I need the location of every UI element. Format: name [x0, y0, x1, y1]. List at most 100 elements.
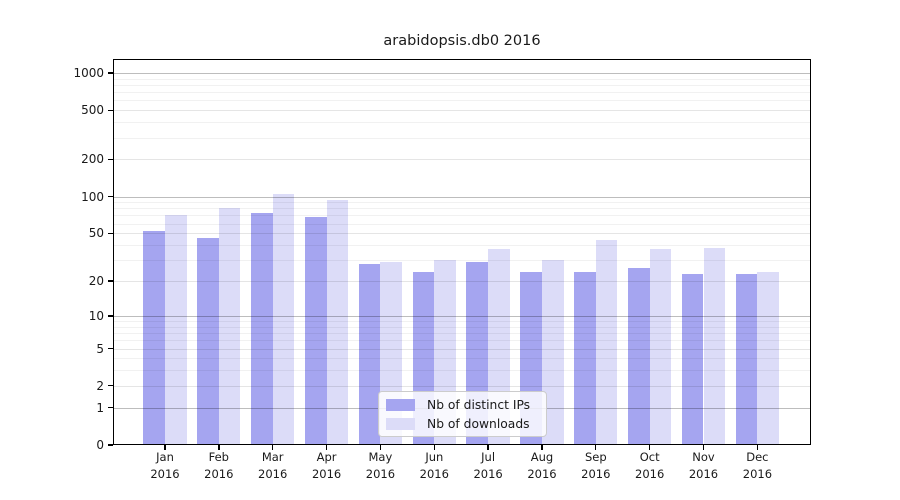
x-tick-year: 2016	[258, 466, 288, 481]
x-tick-month: Aug	[530, 450, 554, 464]
x-tick-label-mar: Mar 2016	[245, 449, 301, 482]
x-tick-month: Mar	[261, 450, 284, 464]
x-tick-mark	[272, 445, 274, 450]
x-tick-mark	[325, 445, 328, 450]
gridline-30	[113, 260, 811, 262]
gridline-50	[113, 233, 811, 235]
x-tick-mark	[379, 445, 382, 450]
x-tick-month: Feb	[208, 450, 229, 464]
bar-downloads-apr	[326, 199, 349, 445]
gridline-70	[113, 215, 811, 217]
y-tick-mark	[108, 109, 113, 111]
legend-label-downloads: Nb of downloads	[427, 416, 530, 431]
bar-downloads-sep	[595, 240, 618, 445]
x-tick-month: Jan	[156, 450, 174, 464]
bar-downloads-dec	[757, 271, 780, 445]
gridline-5	[113, 348, 811, 350]
gridline-700	[113, 92, 811, 94]
x-tick-year: 2016	[150, 466, 180, 481]
gridline-8	[113, 326, 811, 328]
y-tick-label-1000: 1000	[73, 65, 104, 80]
bar-downloads-feb	[218, 207, 241, 445]
gridline-60	[113, 223, 811, 225]
y-tick-mark	[108, 158, 113, 161]
bar-distinct-ips-nov	[681, 273, 704, 445]
gridline-40	[113, 245, 811, 246]
x-tick-mark	[164, 445, 166, 450]
x-tick-year: 2016	[742, 466, 773, 481]
x-tick-label-aug: Aug 2016	[514, 449, 570, 482]
x-tick-label-jan: Jan 2016	[137, 449, 193, 482]
x-tick-month: Apr	[316, 450, 337, 464]
x-tick-mark	[649, 445, 651, 450]
plot-area	[113, 59, 811, 445]
bar-downloads-jan	[165, 215, 187, 445]
x-tick-label-sep: Sep 2016	[568, 449, 624, 482]
x-tick-month: May	[368, 450, 393, 464]
y-tick-mark	[108, 444, 113, 446]
gridline-800	[113, 84, 811, 86]
x-tick-year: 2016	[419, 466, 449, 481]
y-tick-label-100: 100	[81, 189, 104, 204]
y-tick-mark	[108, 385, 113, 387]
bar-distinct-ips-mar	[251, 212, 273, 445]
bar-downloads-nov	[703, 247, 726, 445]
x-tick-label-oct: Oct 2016	[622, 449, 678, 482]
x-tick-month: Oct	[639, 450, 660, 464]
legend-swatch-distinct-ips	[386, 398, 415, 411]
x-tick-year: 2016	[311, 466, 342, 481]
x-tick-mark	[218, 445, 220, 450]
x-tick-mark	[433, 445, 435, 450]
gridline-9	[113, 321, 811, 322]
y-tick-label-20: 20	[88, 274, 104, 288]
bar-downloads-oct	[649, 249, 672, 445]
x-tick-month: Sep	[584, 450, 607, 464]
gridline-20	[113, 281, 811, 282]
x-tick-mark	[541, 445, 543, 450]
x-tick-month: Dec	[746, 450, 769, 464]
x-tick-year: 2016	[365, 466, 396, 481]
y-tick-mark	[108, 280, 113, 282]
bar-distinct-ips-jan	[143, 231, 165, 445]
x-tick-month: Nov	[692, 450, 715, 464]
y-tick-mark	[108, 347, 113, 350]
gridline-1000	[113, 72, 811, 74]
x-tick-year: 2016	[635, 466, 665, 481]
y-tick-mark	[108, 72, 113, 74]
y-tick-label-50: 50	[88, 226, 104, 241]
x-tick-mark	[595, 445, 597, 450]
gridline-300	[113, 137, 811, 139]
x-tick-month: Jul	[481, 450, 496, 464]
gridline-6	[113, 340, 811, 342]
legend-row-downloads: Nb of downloads	[386, 416, 539, 432]
x-tick-label-may: May 2016	[352, 449, 408, 482]
gridline-600	[113, 100, 811, 102]
gridline-2	[113, 385, 811, 387]
y-tick-mark	[108, 232, 113, 234]
bar-downloads-mar	[272, 193, 295, 445]
legend: Nb of distinct IPs Nb of downloads	[378, 391, 547, 437]
bar-distinct-ips-oct	[628, 267, 650, 445]
bar-distinct-ips-sep	[574, 271, 596, 445]
y-tick-label-1: 1	[96, 400, 104, 415]
legend-row-distinct-ips: Nb of distinct IPs	[386, 397, 539, 413]
x-tick-mark	[756, 445, 758, 450]
y-tick-label-2: 2	[96, 378, 104, 393]
gridline-3	[113, 370, 811, 372]
x-tick-label-jul: Jul 2016	[460, 449, 516, 482]
x-tick-year: 2016	[688, 466, 719, 481]
x-tick-mark	[702, 445, 705, 450]
chart-title: arabidopsis.db0 2016	[383, 33, 541, 49]
x-tick-year: 2016	[473, 466, 503, 481]
gridline-80	[113, 208, 811, 210]
x-tick-month: Jun	[425, 450, 444, 464]
y-tick-label-10: 10	[88, 308, 104, 323]
gridline-90	[113, 202, 811, 204]
legend-label-distinct-ips: Nb of distinct IPs	[427, 397, 531, 412]
y-tick-mark	[108, 315, 113, 317]
y-tick-mark	[108, 195, 113, 198]
legend-swatch-downloads	[386, 417, 415, 430]
gridline-200	[113, 159, 811, 161]
x-tick-label-jun: Jun 2016	[406, 449, 462, 482]
